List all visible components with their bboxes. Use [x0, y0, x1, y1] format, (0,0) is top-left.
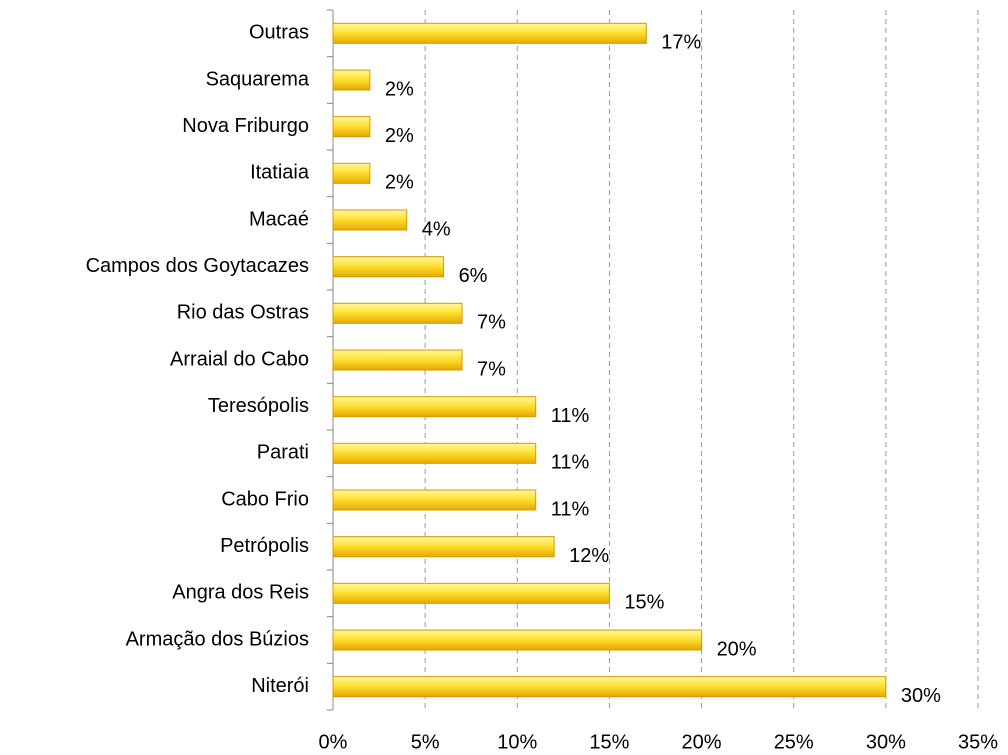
bar — [332, 629, 703, 651]
data-label: 11% — [551, 452, 590, 474]
bar — [332, 536, 555, 558]
bar — [332, 302, 463, 324]
x-tick-label: 25% — [774, 731, 814, 753]
x-tick-label: 20% — [682, 731, 722, 753]
x-tick-label: 10% — [497, 731, 537, 753]
data-label: 2% — [385, 78, 414, 100]
x-tick-label: 15% — [589, 731, 629, 753]
x-tick-label: 5% — [411, 731, 440, 753]
data-label: 30% — [901, 685, 941, 707]
y-tick-label: Parati — [257, 442, 309, 464]
y-tick-label: Arraial do Cabo — [170, 348, 309, 370]
data-label: 7% — [477, 312, 506, 334]
y-tick-label: Campos dos Goytacazes — [86, 255, 309, 277]
y-tick-label: Macaé — [249, 208, 309, 230]
x-tick-label: 35% — [958, 731, 998, 753]
bar — [332, 22, 647, 44]
bar — [332, 442, 537, 464]
y-tick-label: Saquarema — [206, 68, 310, 90]
data-label: 17% — [661, 32, 701, 54]
bar — [332, 396, 537, 418]
bar — [332, 676, 887, 698]
data-label: 20% — [717, 638, 757, 660]
bar — [332, 489, 537, 511]
bar — [332, 349, 463, 371]
bar — [332, 256, 445, 278]
bar — [332, 69, 371, 91]
y-tick-label: Itatiaia — [250, 162, 310, 184]
y-tick-label: Nova Friburgo — [182, 115, 309, 137]
y-tick-label: Cabo Frio — [221, 488, 309, 510]
y-tick-label: Outras — [249, 22, 309, 44]
data-label: 7% — [477, 358, 506, 380]
data-label: 12% — [569, 545, 609, 567]
x-tick-label: 30% — [866, 731, 906, 753]
data-label: 11% — [551, 498, 590, 520]
y-tick-label: Niterói — [251, 675, 309, 697]
bar — [332, 116, 371, 138]
bar — [332, 209, 408, 231]
data-label: 6% — [459, 265, 488, 287]
data-label: 2% — [385, 125, 414, 147]
data-label: 11% — [551, 405, 590, 427]
data-label: 15% — [624, 592, 664, 614]
y-tick-label: Teresópolis — [208, 395, 309, 417]
y-tick-label: Petrópolis — [220, 535, 309, 557]
data-label: 2% — [385, 172, 414, 194]
x-tick-label: 0% — [319, 731, 348, 753]
y-tick-label: Rio das Ostras — [177, 302, 309, 324]
y-tick-label: Armação dos Búzios — [126, 628, 309, 650]
bar — [332, 582, 610, 604]
bar — [332, 162, 371, 184]
y-tick-label: Angra dos Reis — [172, 582, 309, 604]
data-label: 4% — [422, 218, 451, 240]
